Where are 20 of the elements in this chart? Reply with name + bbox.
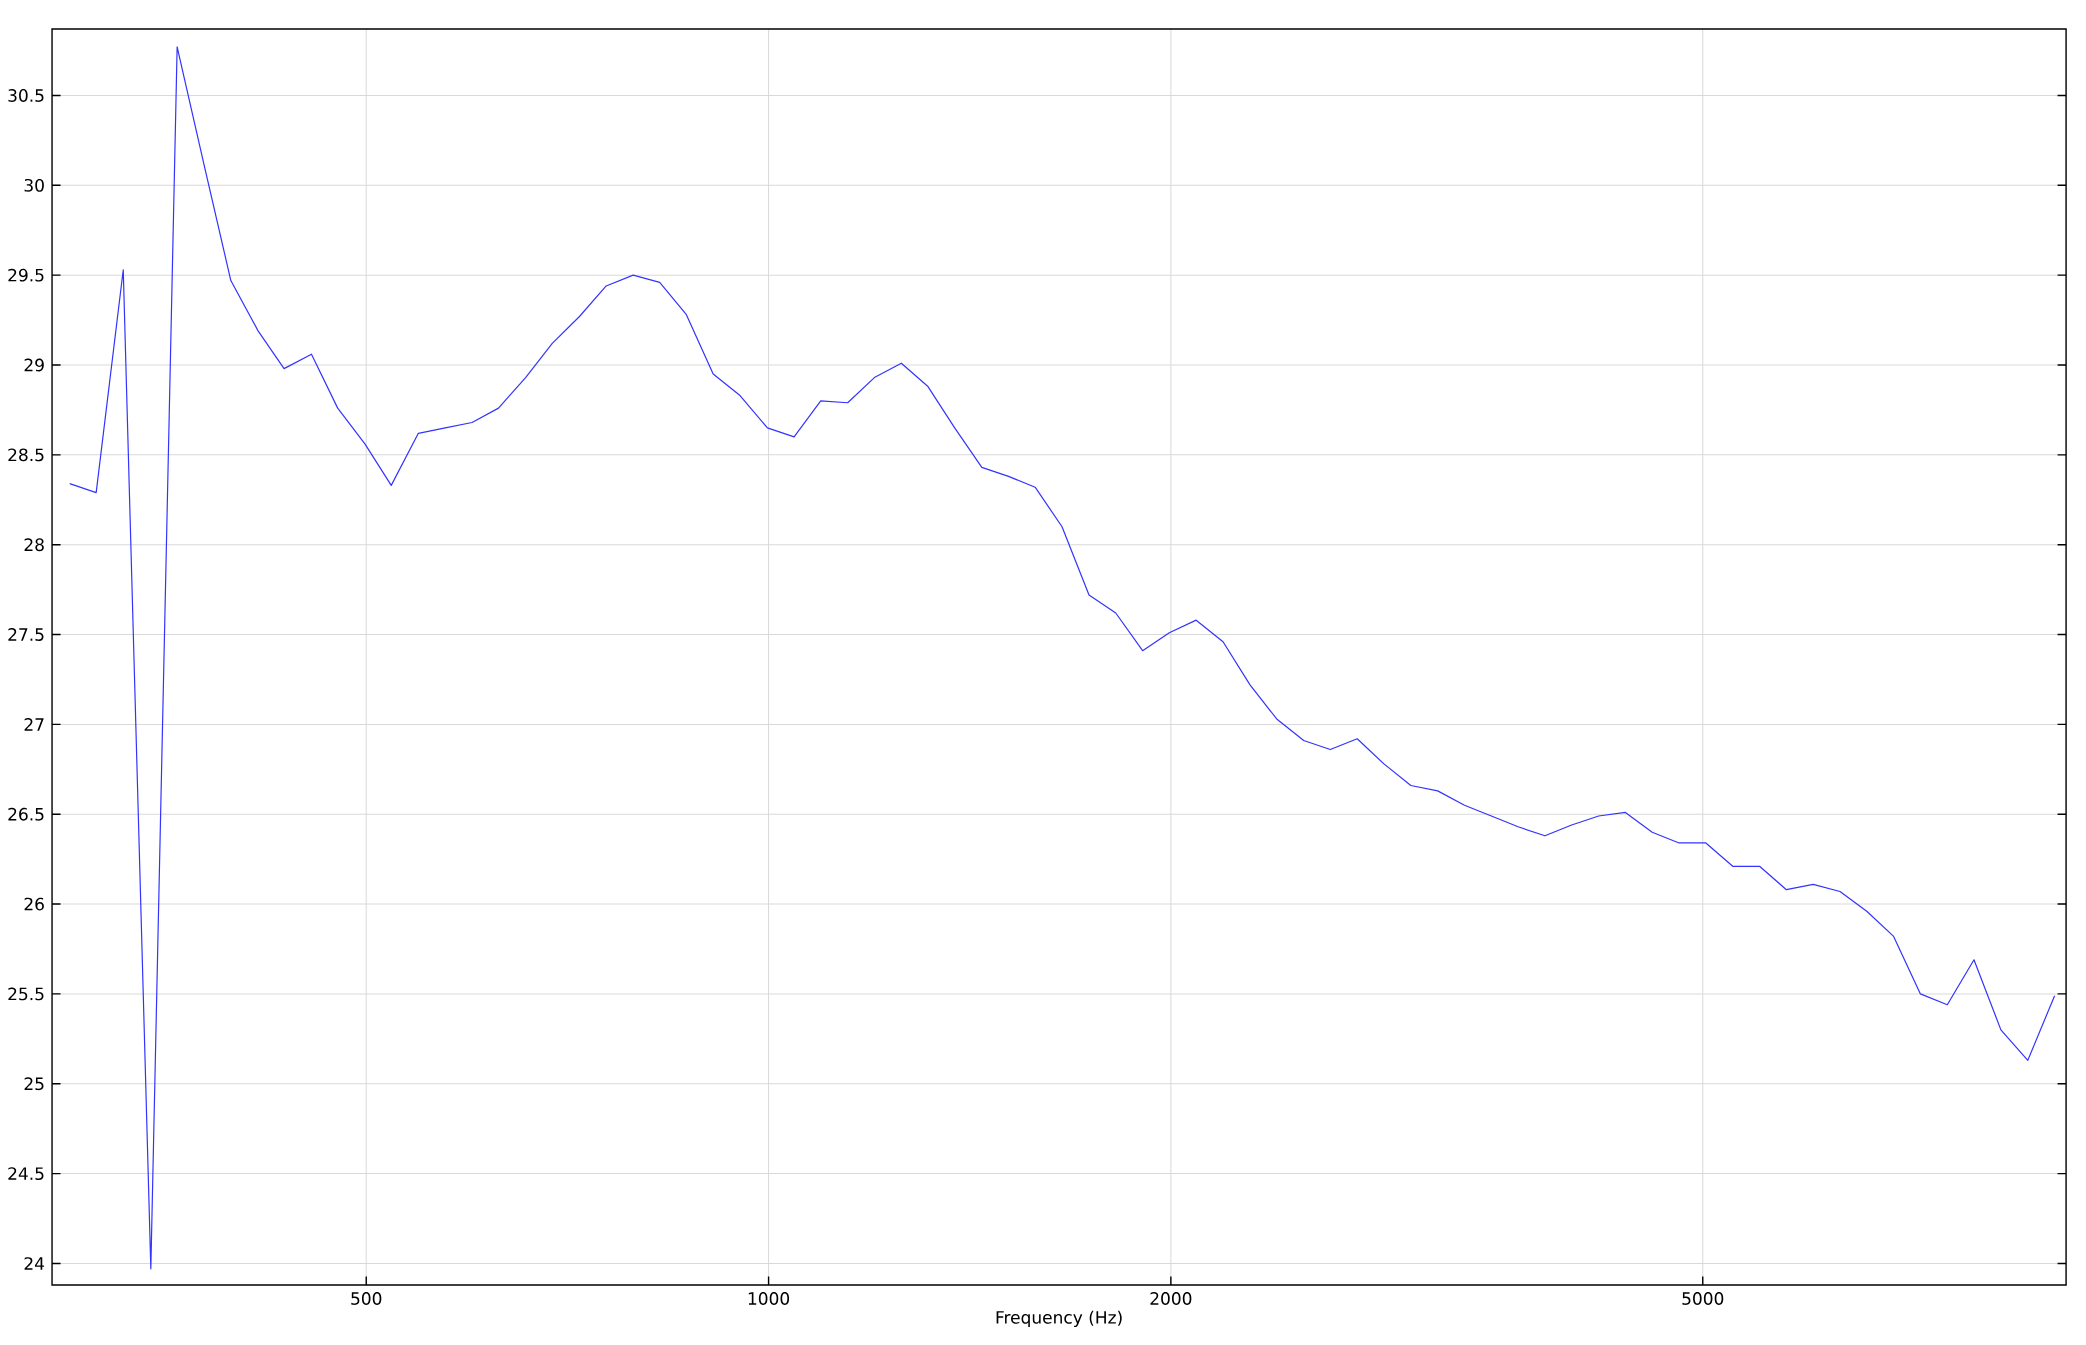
y-tick-label: 27 [24, 718, 44, 731]
x-tick-label: 5000 [1682, 1292, 1724, 1305]
y-tick-label: 29.5 [8, 268, 44, 282]
y-tick-label: 26 [24, 897, 44, 911]
y-tick-label: 25 [24, 1077, 44, 1091]
y-tick-label: 28.5 [8, 448, 44, 462]
y-tick-label: 28 [24, 538, 44, 552]
x-axis-title: Frequency (Hz) [996, 1310, 1122, 1328]
x-tick-label: 500 [351, 1292, 382, 1305]
y-tick-label: 24.5 [8, 1167, 44, 1181]
y-tick-label: 27.5 [8, 628, 44, 641]
y-tick-label: 24 [24, 1257, 45, 1270]
y-tick-label: 29 [24, 358, 44, 372]
line-series [69, 46, 2056, 1270]
y-tick-label: 30 [24, 178, 44, 192]
y-tick-label: 26.5 [8, 807, 44, 821]
x-tick-label: 1000 [748, 1292, 790, 1305]
x-tick-label: 2000 [1150, 1292, 1192, 1305]
y-tick-label: 25.5 [8, 987, 44, 1001]
y-tick-label: 30.5 [8, 89, 44, 102]
